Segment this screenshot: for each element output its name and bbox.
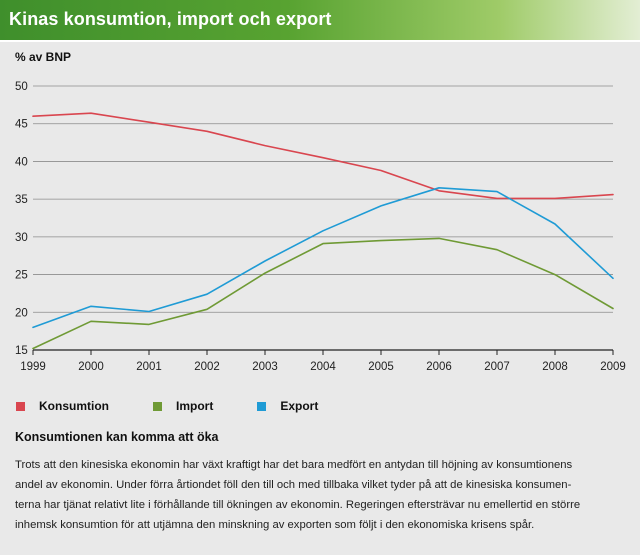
legend-swatch-konsumtion [16, 401, 25, 411]
x-tick-label: 2004 [310, 361, 336, 373]
y-tick-label: 25 [15, 270, 28, 282]
legend: Konsumtion Import Export [16, 397, 362, 415]
grid-lines [33, 85, 613, 351]
legend-item-export: Export [257, 399, 318, 413]
x-tick-label: 2002 [194, 361, 220, 373]
y-tick-label: 35 [15, 194, 28, 206]
series-line-import [32, 237, 614, 350]
title-bar: Kinas konsumtion, import och export [0, 0, 640, 40]
legend-label-import: Import [176, 399, 214, 413]
y-tick-label: 50 [15, 81, 28, 93]
legend-label-konsumtion: Konsumtion [39, 399, 109, 413]
x-tick-label: 2003 [252, 361, 278, 373]
series-lines [32, 112, 614, 350]
x-tick-labels: 1999 2000 2001 2002 2003 2004 2005 2006 2007 2008… [20, 350, 626, 373]
legend-swatch-import [153, 401, 162, 411]
x-tick-label: 2009 [600, 361, 626, 373]
legend-swatch-export [257, 401, 267, 411]
x-tick-label: 2000 [78, 361, 104, 373]
legend-item-konsumtion: Konsumtion [16, 399, 109, 413]
y-tick-label: 20 [15, 307, 28, 319]
legend-item-import: Import [153, 399, 213, 413]
series-line-konsumtion [32, 112, 614, 200]
x-tick-label: 2005 [368, 361, 394, 373]
article-line: andel av ekonomin. Under förra årtiondet… [15, 479, 572, 491]
article-body: Trots att den kinesiska ekonomin har väx… [15, 455, 627, 535]
y-axis-label: % av BNP [15, 50, 72, 64]
x-tick-label: 2008 [542, 361, 568, 373]
article-line: Trots att den kinesiska ekonomin har väx… [15, 459, 573, 471]
line-chart: 15 20 25 30 35 40 45 50 1999 2000 2001 2002 2003 200… [15, 81, 626, 373]
y-tick-labels: 15 20 25 30 35 40 45 50 [15, 81, 28, 357]
x-tick-label: 2007 [484, 361, 510, 373]
article-heading: Konsumtionen kan komma att öka [15, 430, 219, 444]
y-tick-label: 15 [15, 345, 28, 357]
x-tick-label: 2006 [426, 361, 452, 373]
legend-label-export: Export [280, 399, 319, 413]
article-line: terna har tjänat relativt lite i förhåll… [15, 499, 581, 511]
x-tick-label: 2001 [136, 361, 162, 373]
series-line-export [32, 187, 614, 329]
x-tick-label: 1999 [20, 361, 46, 373]
y-tick-label: 45 [15, 119, 28, 131]
y-tick-label: 40 [15, 156, 28, 168]
title-divider [0, 40, 640, 42]
article-line: inhemsk konsumtion för att utjämna den m… [15, 519, 535, 531]
chart-title: Kinas konsumtion, import och export [9, 9, 332, 29]
y-tick-label: 30 [15, 232, 28, 244]
